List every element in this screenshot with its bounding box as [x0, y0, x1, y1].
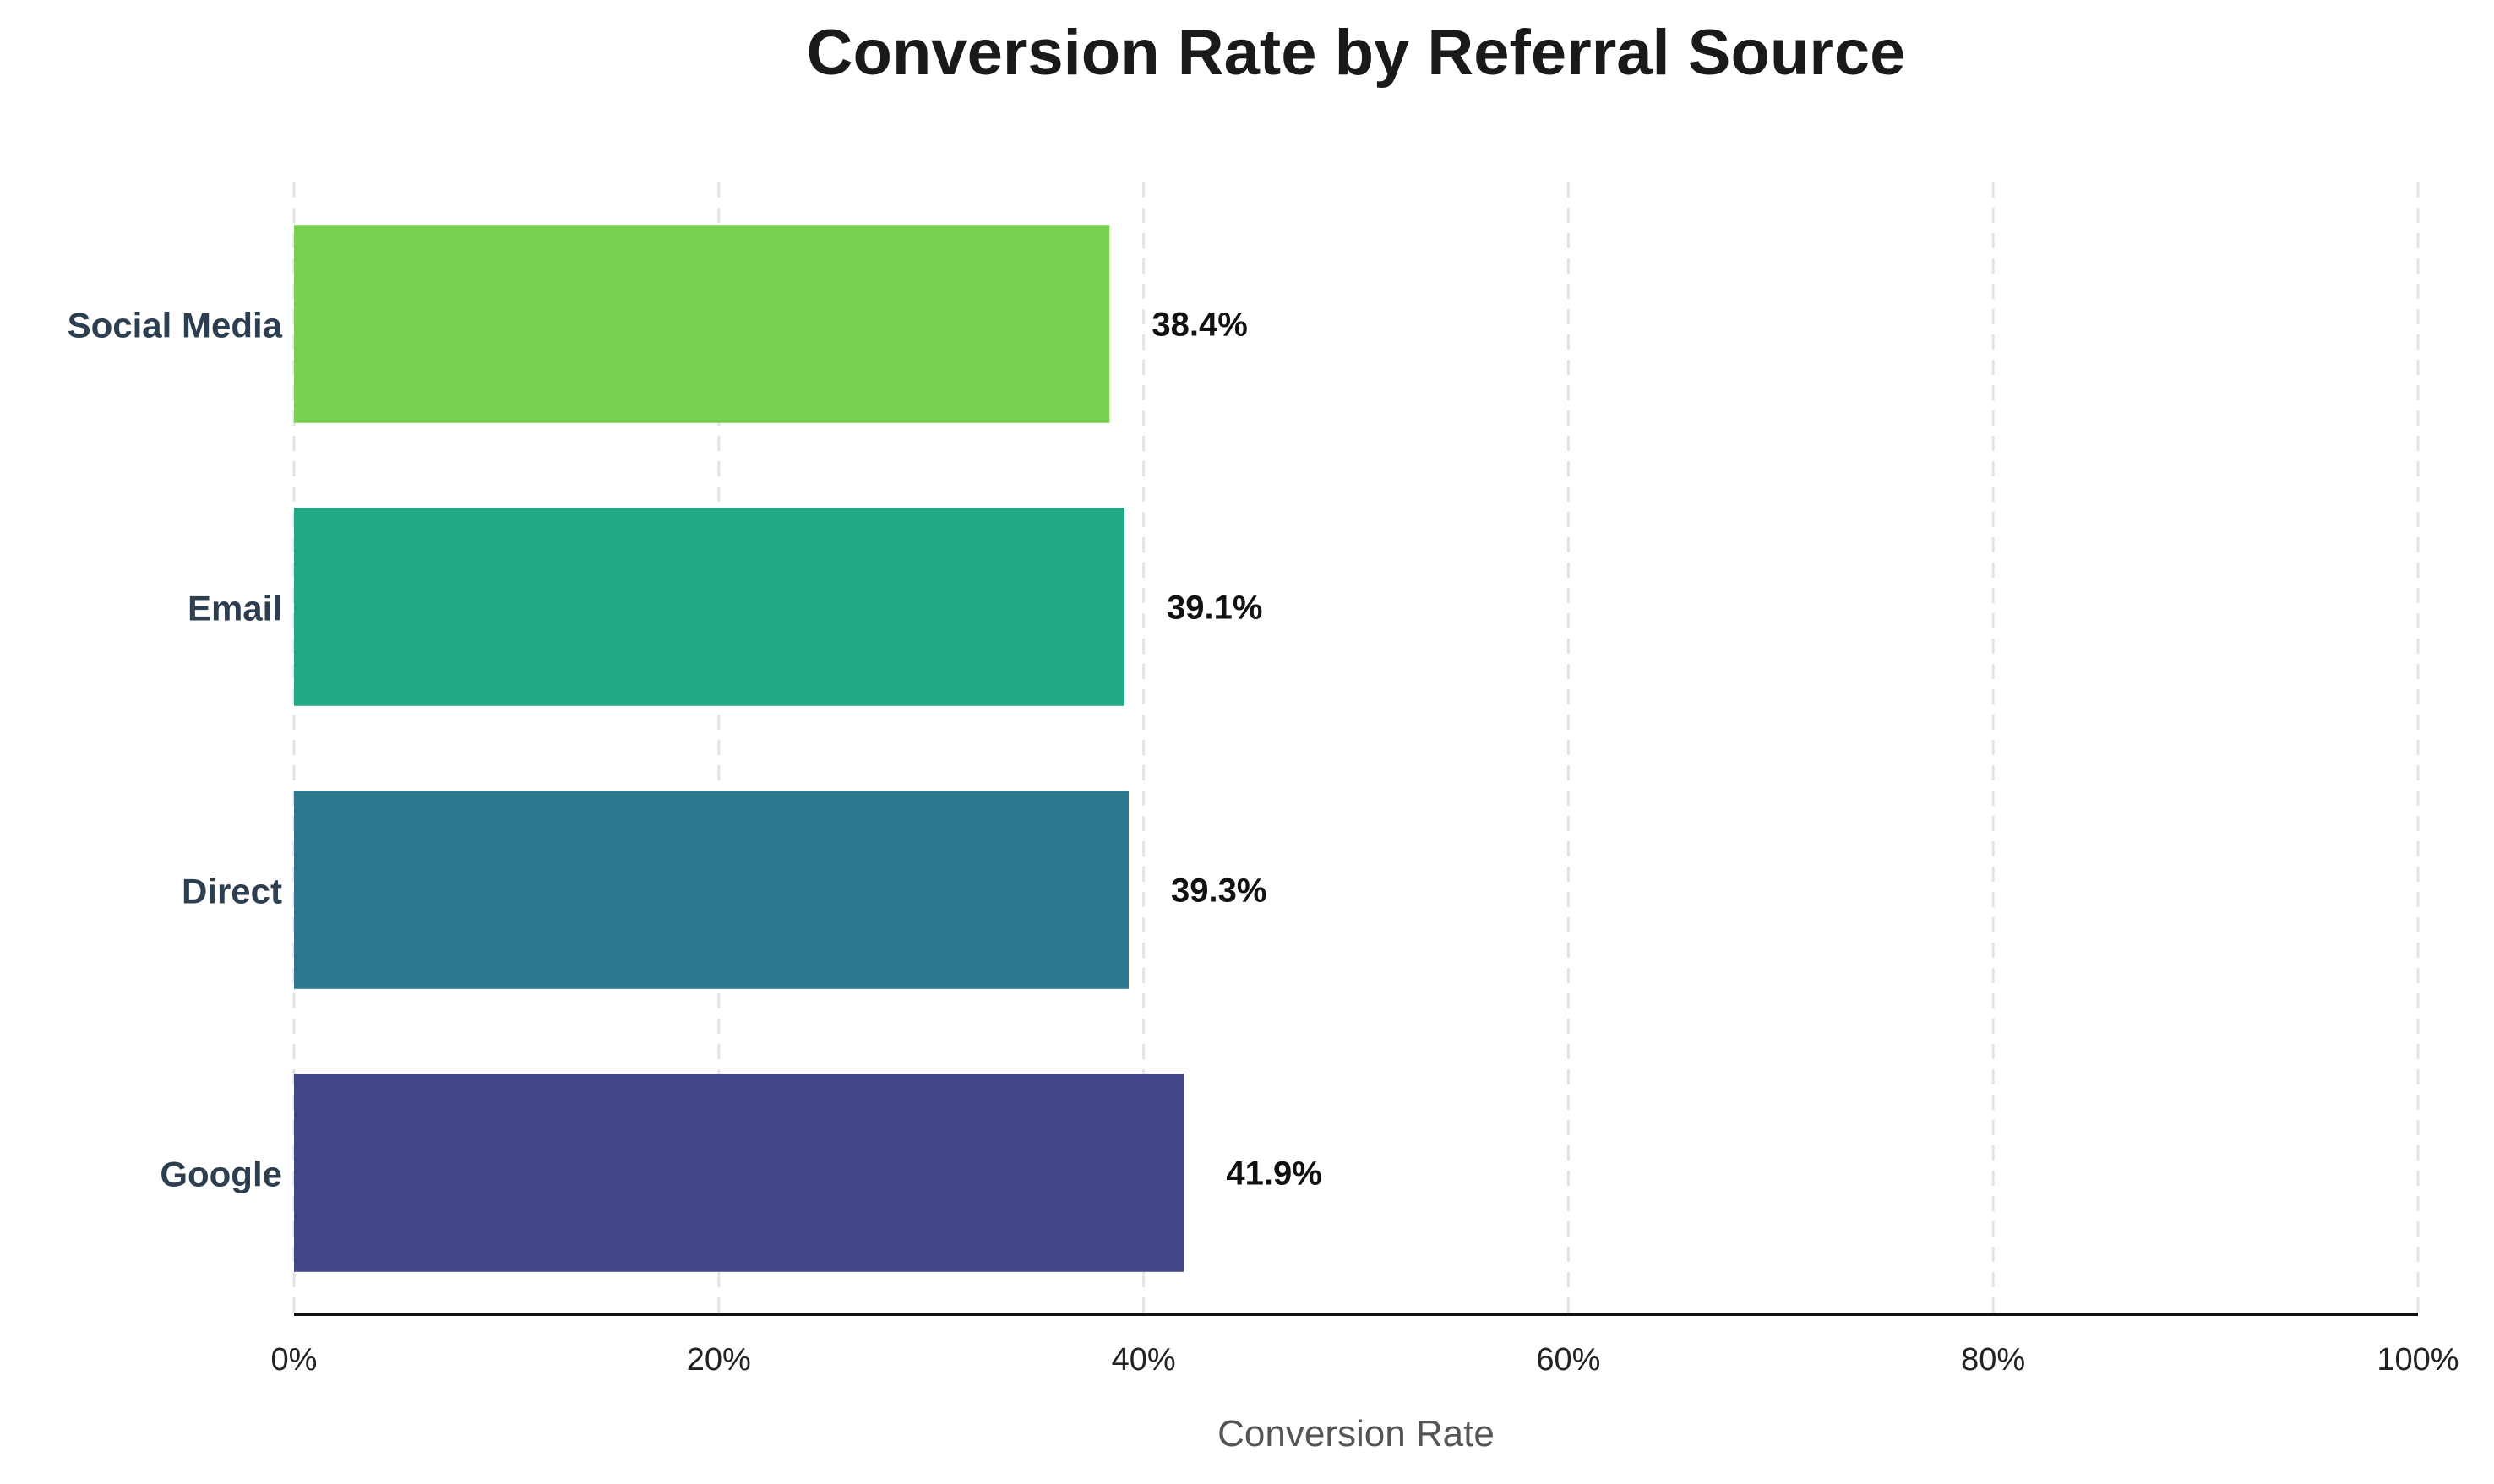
category-label-google: Google	[160, 1155, 282, 1194]
value-label-social-media: 38.4%	[1152, 307, 1247, 344]
bar-google	[294, 1074, 1184, 1272]
x-tick-label-5: 100%	[2377, 1342, 2459, 1378]
category-label-social-media: Social Media	[68, 306, 283, 345]
value-label-email: 39.1%	[1167, 590, 1262, 627]
category-label-email: Email	[188, 589, 282, 628]
x-axis: 0% 20% 40% 60% 80% 100%	[271, 1313, 2459, 1378]
x-tick-label-4: 80%	[1961, 1342, 2025, 1378]
x-tick-label-1: 20%	[687, 1342, 751, 1378]
category-label-direct: Direct	[182, 872, 282, 911]
value-label-google: 41.9%	[1226, 1155, 1321, 1193]
bar-email	[294, 508, 1124, 706]
value-label-direct: 39.3%	[1171, 872, 1266, 910]
bars-layer	[294, 225, 1184, 1272]
chart-title: Conversion Rate by Referral Source	[807, 17, 1906, 89]
x-tick-label-2: 40%	[1112, 1342, 1176, 1378]
x-tick-label-3: 60%	[1536, 1342, 1600, 1378]
x-tick-label-0: 0%	[271, 1342, 318, 1378]
labels-layer: 41.9% Google 39.3% Direct 39.1% Email 38.4% Soc…	[68, 306, 1322, 1194]
x-axis-title: Conversion Rate	[1217, 1413, 1495, 1454]
bar-social-media	[294, 225, 1110, 423]
bar-direct	[294, 791, 1130, 989]
